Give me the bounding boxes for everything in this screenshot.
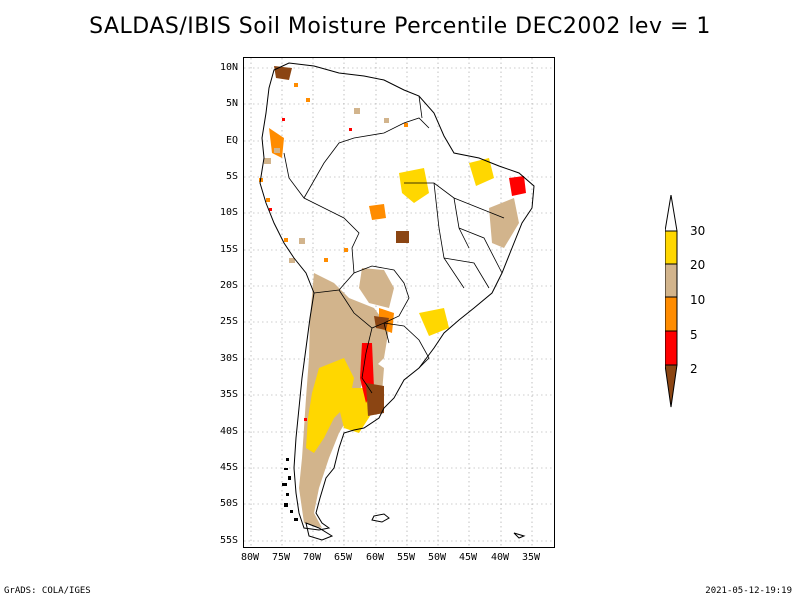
legend-swatch-20-30 (665, 230, 678, 265)
chart-title: SALDAS/IBIS Soil Moisture Percentile DEC… (89, 14, 711, 39)
tierra-del-fuego-outline (305, 522, 334, 541)
lat-tick-label: 45S (219, 462, 238, 473)
legend-colorbar (665, 195, 678, 408)
falklands-outline (371, 513, 390, 523)
footer-timestamp: 2021-05-12-19:19 (705, 586, 792, 596)
map-svg (244, 58, 554, 547)
footer-credit: GrADS: COLA/IGES (4, 586, 91, 596)
legend-label: 30 (690, 224, 706, 238)
legend-swatch-10-20 (665, 263, 678, 298)
shade-brown-3 (274, 66, 292, 80)
legend-label: 10 (690, 293, 706, 307)
country-borders (283, 95, 505, 394)
shade-yellow-south (306, 358, 354, 453)
lat-tick-label: 20S (219, 280, 238, 291)
legend-swatch-5-10 (665, 296, 678, 332)
legend-label: 20 (690, 258, 706, 272)
south-america-coastline (259, 62, 535, 531)
shade-yellow-brazil-s (419, 308, 449, 336)
shade-orange-1 (269, 128, 284, 158)
shade-yellow-ne (469, 158, 494, 186)
shade-brown-2 (396, 231, 409, 243)
lon-tick-label: 50W (427, 552, 447, 563)
lat-tick-label: 35S (219, 389, 238, 400)
legend-swatch-below2 (665, 364, 678, 408)
lat-tick-label: 40S (219, 426, 238, 437)
legend-label: 5 (690, 328, 698, 342)
shade-yellow-amazon (399, 168, 429, 203)
lat-tick-label: 55S (219, 535, 238, 546)
lon-tick-label: 75W (271, 552, 291, 563)
chile-islands (282, 458, 298, 521)
lon-tick-label: 35W (521, 552, 541, 563)
lon-tick-label: 40W (490, 552, 510, 563)
lat-tick-label: 10S (219, 207, 238, 218)
shade-tan-east (489, 198, 519, 248)
lat-tick-label: 5S (225, 171, 238, 182)
lon-tick-label: 80W (240, 552, 260, 563)
lat-tick-label: 10N (219, 62, 238, 73)
lon-tick-label: 60W (365, 552, 385, 563)
shade-tan-central (359, 268, 394, 308)
shade-red-2 (509, 176, 526, 196)
lat-tick-label: 15S (219, 244, 238, 255)
legend-swatch-2-5 (665, 330, 678, 366)
lat-tick-label: 25S (219, 316, 238, 327)
lon-tick-label: 55W (396, 552, 416, 563)
legend-label: 2 (690, 362, 698, 376)
grid-lines (244, 58, 554, 547)
map-frame (243, 57, 555, 548)
lon-tick-label: 70W (302, 552, 322, 563)
shade-orange-2 (369, 204, 386, 220)
lat-tick-label: EQ (225, 135, 238, 146)
legend-swatch-above30 (665, 195, 678, 232)
percentile-shading (259, 66, 526, 528)
coastline-and-borders (259, 62, 535, 541)
south-georgia-outline (513, 532, 526, 539)
shade-yellow-argentina (339, 388, 372, 433)
shade-speckles (259, 83, 408, 262)
lat-tick-label: 30S (219, 353, 238, 364)
lat-tick-label: 5N (225, 98, 238, 109)
lon-tick-label: 45W (458, 552, 478, 563)
lon-tick-label: 65W (333, 552, 353, 563)
lat-tick-label: 50S (219, 498, 238, 509)
